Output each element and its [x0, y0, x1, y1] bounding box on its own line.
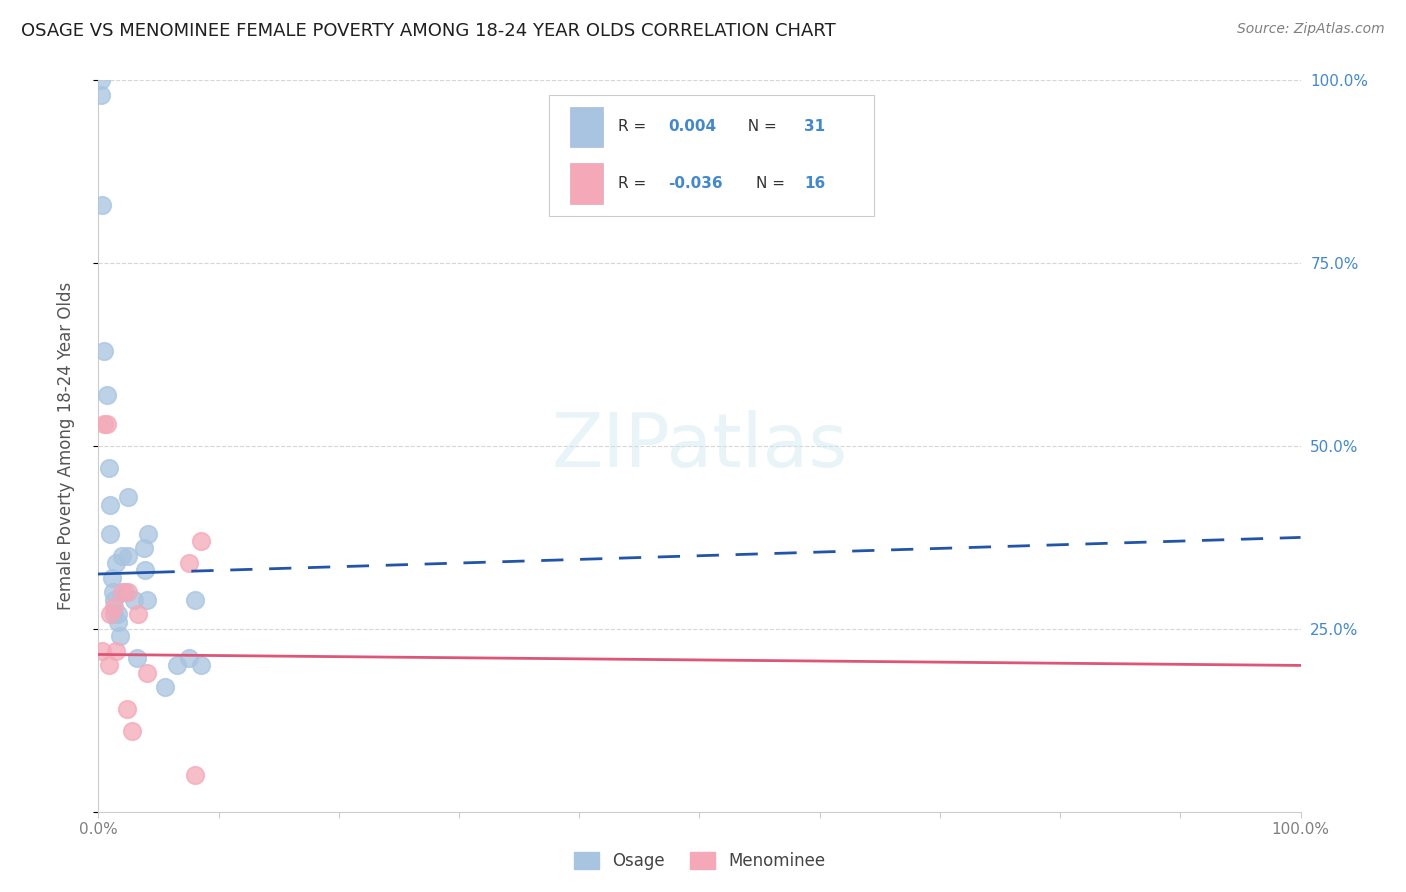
Point: [107, 607, 129, 622]
Point: [183, 768, 205, 782]
Point: [117, 702, 139, 716]
Point: [177, 556, 200, 570]
Text: N =: N =: [756, 176, 790, 191]
Point: [100, 607, 122, 622]
Point: [93, 417, 115, 431]
Text: N =: N =: [738, 120, 782, 135]
Point: [91, 197, 114, 211]
Point: [111, 549, 134, 563]
Text: 16: 16: [804, 176, 825, 191]
Point: [134, 563, 156, 577]
Point: [103, 599, 125, 614]
Text: OSAGE VS MENOMINEE FEMALE POVERTY AMONG 18-24 YEAR OLDS CORRELATION CHART: OSAGE VS MENOMINEE FEMALE POVERTY AMONG …: [21, 22, 835, 40]
Point: [153, 681, 176, 695]
Point: [103, 592, 125, 607]
Point: [166, 658, 188, 673]
Point: [135, 665, 157, 680]
Point: [103, 607, 125, 622]
Point: [117, 549, 139, 563]
Text: R =: R =: [617, 176, 651, 191]
Point: [105, 556, 128, 570]
FancyBboxPatch shape: [550, 95, 873, 216]
Point: [125, 651, 148, 665]
Text: Source: ZipAtlas.com: Source: ZipAtlas.com: [1237, 22, 1385, 37]
Point: [121, 724, 143, 739]
Point: [98, 461, 121, 475]
Point: [117, 490, 139, 504]
Point: [190, 658, 212, 673]
Point: [90, 73, 112, 87]
Bar: [569, 163, 603, 203]
Point: [132, 541, 155, 556]
Point: [127, 607, 149, 622]
Y-axis label: Female Poverty Among 18-24 Year Olds: Female Poverty Among 18-24 Year Olds: [56, 282, 75, 610]
Text: -0.036: -0.036: [668, 176, 723, 191]
Point: [100, 526, 122, 541]
Point: [98, 658, 121, 673]
Text: 31: 31: [804, 120, 825, 135]
Point: [190, 534, 212, 549]
Text: 0.004: 0.004: [668, 120, 716, 135]
Point: [111, 585, 134, 599]
Text: ZIPatlas: ZIPatlas: [551, 409, 848, 483]
Point: [101, 585, 124, 599]
Point: [100, 498, 122, 512]
Point: [100, 571, 122, 585]
Point: [91, 644, 114, 658]
Point: [124, 592, 146, 607]
Legend: Osage, Menominee: Osage, Menominee: [567, 845, 832, 877]
Point: [114, 585, 136, 599]
Point: [117, 585, 139, 599]
Point: [183, 592, 205, 607]
Point: [96, 388, 118, 402]
Text: R =: R =: [617, 120, 651, 135]
Point: [107, 615, 129, 629]
Point: [96, 417, 118, 431]
Point: [108, 629, 131, 643]
Point: [90, 87, 112, 102]
Point: [136, 526, 159, 541]
Point: [177, 651, 200, 665]
Point: [135, 592, 157, 607]
Point: [105, 644, 128, 658]
Bar: [569, 107, 603, 147]
Point: [93, 343, 115, 358]
